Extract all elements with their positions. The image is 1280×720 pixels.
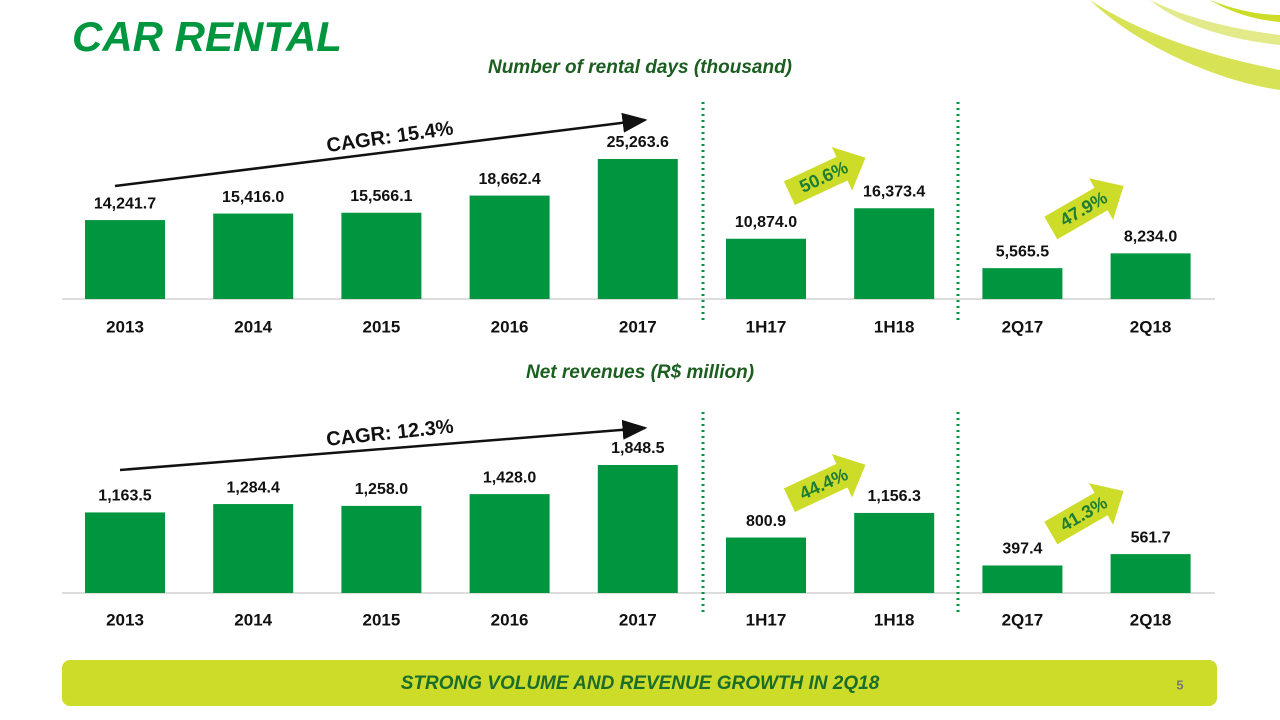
x-tick-label: 2017: [619, 317, 657, 336]
bar: [213, 213, 294, 299]
growth-arrow: [1044, 483, 1124, 545]
x-tick-label: 2017: [619, 610, 657, 629]
x-tick-label: 2014: [234, 317, 272, 336]
value-label: 15,416.0: [222, 189, 284, 206]
value-label: 8,234.0: [1124, 229, 1177, 246]
swoosh: [1090, 0, 1280, 90]
bar: [597, 159, 678, 299]
growth-badge: 41.3%: [1044, 483, 1124, 545]
bar: [1110, 253, 1191, 299]
chart-title: Number of rental days (thousand): [488, 57, 792, 78]
chart-title: Net revenues (R$ million): [526, 362, 754, 383]
footer-text: STRONG VOLUME AND REVENUE GROWTH IN 2Q18: [401, 673, 880, 694]
growth-badge: 50.6%: [783, 146, 866, 205]
x-tick-label: 1H18: [874, 317, 915, 336]
value-label: 14,241.7: [94, 195, 156, 212]
swoosh: [1150, 0, 1280, 45]
x-tick-label: 1H17: [746, 610, 787, 629]
page-title: CAR RENTAL: [72, 13, 342, 60]
x-tick-label: 2016: [491, 610, 529, 629]
value-label: 561.7: [1131, 529, 1171, 546]
x-tick-label: 2Q18: [1130, 610, 1172, 629]
x-tick-label: 2015: [362, 610, 400, 629]
value-label: 397.4: [1002, 541, 1042, 558]
page-number: 5: [1176, 677, 1183, 692]
value-label: 1,156.3: [868, 488, 921, 505]
bar: [726, 238, 806, 299]
bar: [982, 268, 1063, 299]
bar: [213, 504, 294, 593]
growth-badge: 47.9%: [1044, 178, 1124, 240]
bar: [982, 565, 1063, 593]
growth-badge: 44.4%: [783, 453, 866, 512]
bar: [85, 512, 165, 593]
footer-bar: [62, 660, 1217, 706]
value-label: 800.9: [746, 513, 786, 530]
bar: [854, 208, 935, 299]
x-tick-label: 2015: [362, 317, 400, 336]
cagr-arrow: [119, 419, 648, 472]
value-label: 1,428.0: [483, 469, 536, 486]
x-tick-label: 2Q18: [1130, 317, 1172, 336]
value-label: 1,258.0: [355, 481, 408, 498]
value-label: 1,848.5: [611, 440, 664, 457]
value-label: 1,284.4: [227, 479, 280, 496]
x-tick-label: 2Q17: [1002, 317, 1044, 336]
bar: [341, 212, 422, 299]
value-label: 1,163.5: [98, 488, 151, 505]
value-label: 5,565.5: [996, 243, 1049, 260]
value-label: 25,263.6: [607, 134, 669, 151]
value-label: 16,373.4: [863, 183, 925, 200]
value-label: 10,874.0: [735, 214, 797, 231]
bar: [726, 537, 806, 593]
x-tick-label: 2014: [234, 610, 272, 629]
x-tick-label: 2013: [106, 317, 144, 336]
bar: [469, 494, 550, 593]
x-tick-label: 1H18: [874, 610, 915, 629]
swoosh: [1210, 0, 1280, 22]
bar: [469, 195, 550, 299]
bar: [597, 465, 678, 593]
cagr-arrow: [114, 112, 648, 188]
x-tick-label: 2013: [106, 610, 144, 629]
x-tick-label: 2016: [491, 317, 529, 336]
bar: [1110, 554, 1191, 593]
x-tick-label: 2Q17: [1002, 610, 1044, 629]
growth-arrow: [783, 453, 866, 512]
value-label: 15,566.1: [350, 188, 412, 205]
bar: [85, 220, 165, 299]
value-label: 18,662.4: [478, 171, 540, 188]
growth-arrow: [783, 146, 866, 205]
bar: [341, 505, 422, 593]
bar: [854, 512, 935, 593]
x-tick-label: 1H17: [746, 317, 787, 336]
growth-arrow: [1044, 178, 1124, 240]
